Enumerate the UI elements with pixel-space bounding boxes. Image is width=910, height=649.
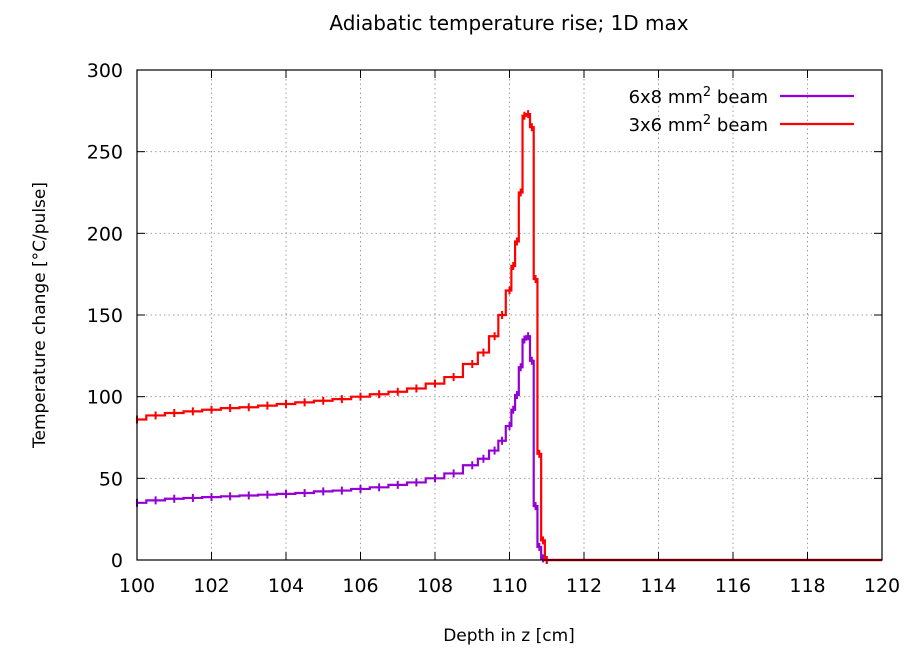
y-tick-label: 100 [87,387,123,409]
series-0 [136,332,882,564]
legend-label-1: 3x6 mm2 beam [629,113,768,137]
x-tick-label: 118 [789,575,825,597]
x-tick-label: 106 [342,575,378,597]
legend-label-0: 6x8 mm2 beam [629,85,768,109]
x-tick-label: 108 [417,575,453,597]
x-axis-label: Depth in z [cm] [443,626,575,646]
grid [137,70,882,560]
y-tick-label: 300 [87,60,123,82]
y-tick-label: 50 [99,468,123,490]
x-tick-label: 116 [715,575,751,597]
x-tick-label: 104 [268,575,304,597]
y-tick-label: 150 [87,305,123,327]
ticks: 100 102 104 106 108 110 112 114 116 118 120 0 50 100 1… [87,60,900,597]
x-tick-label: 120 [864,575,900,597]
y-tick-label: 200 [87,223,123,245]
x-tick-label: 112 [566,575,602,597]
x-tick-label: 100 [119,575,155,597]
legend: 6x8 mm2 beam 3x6 mm2 beam [629,85,854,137]
x-tick-label: 102 [193,575,229,597]
y-tick-label: 0 [111,550,123,572]
x-tick-label: 110 [491,575,527,597]
x-tick-label: 114 [640,575,676,597]
chart-title: Adiabatic temperature rise; 1D max [329,11,688,35]
y-tick-label: 250 [87,142,123,164]
y-axis-label: Temperature change [°C/pulse] [30,182,50,449]
